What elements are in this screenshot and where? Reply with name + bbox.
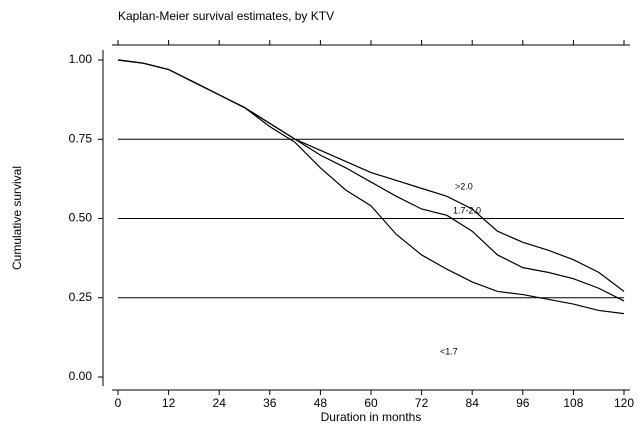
series-label: >2.0 xyxy=(455,181,473,191)
x-tick-label: 72 xyxy=(415,396,429,410)
survival-curve xyxy=(117,59,625,302)
x-tick-label: 36 xyxy=(263,396,277,410)
y-axis-label: Cumulative survival xyxy=(10,166,24,270)
x-tick-label: 48 xyxy=(314,396,328,410)
chart-title: Kaplan-Meier survival estimates, by KTV xyxy=(118,9,334,23)
y-tick-label: 1.00 xyxy=(69,52,93,66)
x-tick-label: 84 xyxy=(466,396,480,410)
y-tick-label: 0.00 xyxy=(69,369,93,383)
series-label: <1.7 xyxy=(440,346,458,356)
x-tick-label: 60 xyxy=(364,396,378,410)
x-tick-label: 96 xyxy=(516,396,530,410)
x-tick-label: 24 xyxy=(213,396,227,410)
x-tick-label: 0 xyxy=(115,396,122,410)
x-tick-label: 120 xyxy=(614,396,634,410)
series-label: 1.7-2.0 xyxy=(453,205,481,215)
survival-curve xyxy=(117,59,625,292)
x-tick-label: 12 xyxy=(162,396,176,410)
y-tick-label: 0.25 xyxy=(69,290,93,304)
y-tick-label: 0.75 xyxy=(69,131,93,145)
x-axis-label: Duration in months xyxy=(321,410,422,424)
x-tick-label: 108 xyxy=(563,396,583,410)
survival-curve xyxy=(117,59,625,315)
y-tick-label: 0.50 xyxy=(69,211,93,225)
